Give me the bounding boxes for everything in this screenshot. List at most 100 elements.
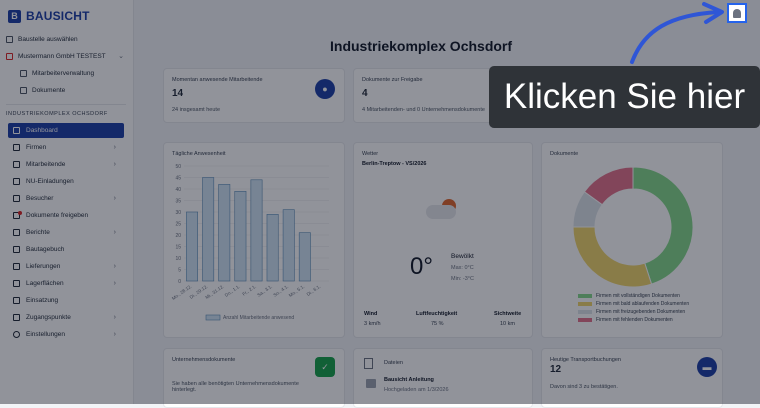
- visibility-value: 10 km: [500, 321, 515, 327]
- nav-label: NU-Einladungen: [26, 178, 74, 185]
- nav-firmen[interactable]: Firmen ›: [8, 140, 124, 155]
- card-sub: Sie haben alle benötigten Unternehmensdo…: [172, 381, 299, 393]
- building-icon: [6, 52, 13, 60]
- notification-dot: [18, 211, 22, 215]
- y-tick-label: 50: [175, 164, 181, 170]
- bar: [218, 184, 231, 282]
- humidity-label: Luftfeuchtigkeit: [416, 311, 458, 317]
- nav-berichte[interactable]: Berichte ›: [8, 225, 124, 240]
- nav-einstellungen[interactable]: Einstellungen ›: [8, 327, 124, 342]
- y-tick-label: 0: [178, 279, 181, 285]
- card-value: 14: [172, 88, 184, 99]
- nav-label: Einstellungen: [26, 331, 66, 338]
- bar: [202, 177, 215, 282]
- legend-label: Firmen mit fehlenden Dokumenten: [596, 317, 673, 323]
- legend-label: Firmen mit bald ablaufenden Dokumenten: [596, 301, 690, 307]
- legend-label: Firmen mit vollständigen Dokumenten: [596, 293, 680, 299]
- users-icon: [13, 161, 20, 168]
- building-icon: [13, 144, 20, 151]
- nav-einsatzung[interactable]: Einsatzung: [8, 293, 124, 308]
- card-label: Wetter: [362, 151, 379, 157]
- wind-label: Wind: [364, 311, 378, 317]
- storage-icon: [13, 280, 20, 287]
- nav-dashboard[interactable]: Dashboard: [8, 123, 124, 138]
- users-icon: [20, 69, 27, 77]
- file-name[interactable]: Bausicht Anleitung: [384, 377, 434, 383]
- bar: [298, 232, 311, 282]
- weather-min: Min: -3°C: [451, 276, 474, 282]
- chevron-right-icon: ›: [113, 314, 116, 321]
- files-card: Dateien Bausicht Anleitung Hochgeladen a…: [353, 348, 533, 408]
- truck-icon: ▬: [697, 357, 717, 377]
- nav-label: Firmen: [26, 144, 47, 151]
- humidity-value: 75 %: [431, 321, 444, 327]
- sidebar-item-label: Baustelle auswählen: [18, 35, 78, 43]
- tour-tooltip: Klicken Sie hier: [489, 66, 760, 128]
- sidebar-item-documents[interactable]: Dokumente: [20, 83, 65, 97]
- legend-swatch: [205, 314, 221, 321]
- sidebar-item-label: Mitarbeiterverwaltung: [32, 69, 95, 77]
- access-point-icon: [13, 314, 20, 321]
- present-workers-card: Momentan anwesende Mitarbeitende 14 24 i…: [163, 68, 345, 123]
- transport-card: Heutige Transportbuchungen 12 Davon sind…: [541, 348, 723, 408]
- bar: [234, 190, 247, 282]
- chevron-right-icon: ›: [113, 161, 116, 168]
- documents-donut-chart: [572, 166, 694, 288]
- legend-swatch: [578, 302, 592, 306]
- nav-zugangspunkte[interactable]: Zugangspunkte ›: [8, 310, 124, 325]
- nav-nu-einladungen[interactable]: NU-Einladungen: [8, 174, 124, 189]
- grid-icon: [6, 35, 13, 43]
- nav-besucher[interactable]: Besucher ›: [8, 191, 124, 206]
- nav-label: Besucher: [26, 195, 54, 202]
- card-label: Dokumente zur Freigabe: [362, 77, 423, 83]
- user-avatar-button[interactable]: [727, 3, 747, 23]
- chevron-right-icon: ›: [113, 229, 116, 236]
- gear-icon: [13, 331, 20, 338]
- legend-label: Firmen mit freizugebenden Dokumenten: [596, 309, 686, 315]
- legend-swatch: [578, 294, 592, 298]
- brand-logo: B: [8, 9, 21, 23]
- chevron-right-icon: ›: [113, 263, 116, 270]
- section-title: INDUSTRIEKOMPLEX OCHSDORF: [6, 111, 108, 117]
- weather-card: Wetter Berlin-Treptow - VS/2026 0° Bewöl…: [353, 142, 533, 338]
- file-icon: [20, 86, 27, 94]
- nav-lieferungen[interactable]: Lieferungen ›: [8, 259, 124, 274]
- visibility-label: Sichtweite: [494, 311, 522, 317]
- sidebar-item-label: Dokumente: [32, 86, 66, 94]
- cloud-icon: [426, 199, 460, 219]
- nav-label: Lagerflächen: [26, 280, 64, 287]
- company-selector[interactable]: Mustermann GmbH TESTEST ⌄: [6, 49, 126, 63]
- card-label: Dateien: [384, 360, 403, 366]
- y-tick-label: 25: [175, 222, 181, 228]
- file-icon: [364, 358, 373, 369]
- nav-mitarbeitende[interactable]: Mitarbeitende ›: [8, 157, 124, 172]
- card-sub: Davon sind 3 zu bestätigen.: [550, 384, 618, 390]
- legend-swatch: [578, 318, 592, 322]
- company-documents-card: Unternehmensdokumente Sie haben alle ben…: [163, 348, 345, 408]
- chevron-right-icon: ›: [113, 280, 116, 287]
- y-tick-label: 5: [178, 268, 181, 274]
- nav-lagerflaechen[interactable]: Lagerflächen ›: [8, 276, 124, 291]
- card-label: Heutige Transportbuchungen: [550, 357, 621, 363]
- legend-item: Firmen mit freizugebenden Dokumenten: [578, 308, 689, 316]
- legend-item: Firmen mit bald ablaufenden Dokumenten: [578, 300, 689, 308]
- nav-bautagebuch[interactable]: Bautagebuch: [8, 242, 124, 257]
- donut-slice: [583, 166, 634, 206]
- sidebar-item-staff[interactable]: Mitarbeiterverwaltung: [20, 66, 94, 80]
- sidebar-item-select-site[interactable]: Baustelle auswählen: [6, 32, 78, 46]
- y-tick-label: 35: [175, 199, 181, 205]
- y-tick-label: 40: [175, 187, 181, 193]
- brand-name: BAUSICHT: [26, 9, 90, 23]
- report-icon: [13, 229, 20, 236]
- card-label: Momentan anwesende Mitarbeitende: [172, 77, 263, 83]
- card-label: Dokumente: [550, 151, 579, 157]
- nav-dokumente-freigeben[interactable]: Dokumente freigeben: [8, 208, 124, 223]
- nav-label: Mitarbeitende: [26, 161, 66, 168]
- nav-label: Dokumente freigeben: [26, 212, 89, 219]
- card-sub: 24 insgesamt heute: [172, 107, 221, 113]
- brand[interactable]: B BAUSICHT: [8, 9, 90, 23]
- visitor-icon: [13, 195, 20, 202]
- nav-label: Bautagebuch: [26, 246, 65, 253]
- y-tick-label: 15: [175, 245, 181, 251]
